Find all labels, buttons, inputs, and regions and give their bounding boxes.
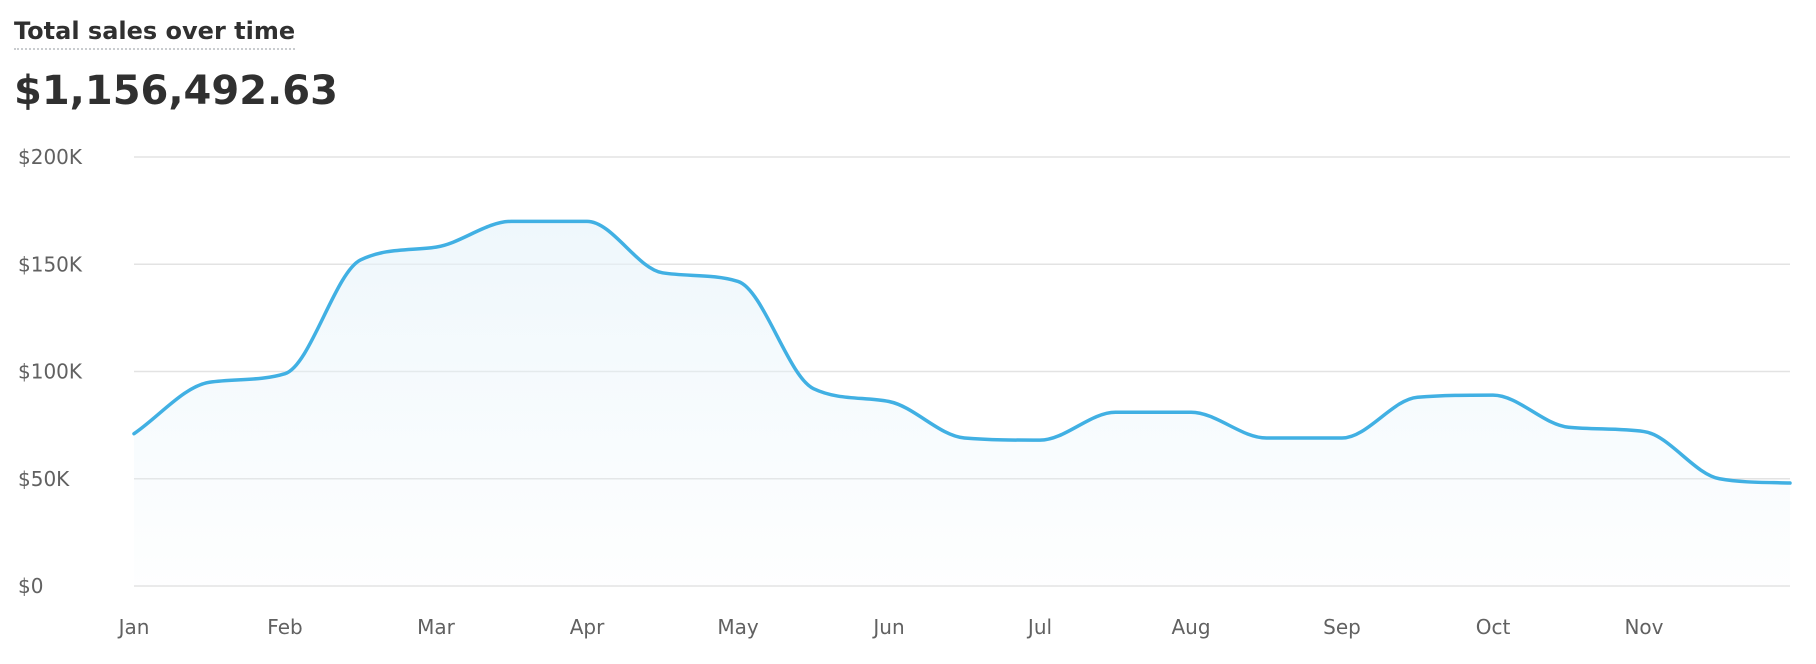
sales-area-fill bbox=[134, 221, 1790, 586]
y-tick-label: $200K bbox=[18, 145, 83, 169]
chart-title[interactable]: Total sales over time bbox=[14, 16, 296, 50]
x-axis-labels: Jan Feb Mar Apr May Jun Jul Aug Sep Oct Nov bbox=[117, 615, 1664, 639]
x-tick-label: Jan bbox=[117, 615, 150, 639]
x-tick-label: May bbox=[717, 615, 759, 639]
y-tick-label: $150K bbox=[18, 252, 83, 276]
y-tick-label: $0 bbox=[18, 574, 43, 598]
x-tick-label: Nov bbox=[1624, 615, 1663, 639]
sales-line-series[interactable] bbox=[132, 219, 1792, 485]
x-tick-label: Apr bbox=[570, 615, 605, 639]
x-tick-label: Sep bbox=[1323, 615, 1361, 639]
y-axis-labels: $0 $50K $100K $150K $200K bbox=[18, 145, 83, 598]
y-tick-label: $50K bbox=[18, 467, 70, 491]
x-tick-label: Oct bbox=[1476, 615, 1511, 639]
x-tick-label: Jun bbox=[871, 615, 904, 639]
x-tick-label: Jul bbox=[1026, 615, 1052, 639]
total-sales-value: $1,156,492.63 bbox=[14, 68, 338, 114]
x-tick-label: Aug bbox=[1171, 615, 1210, 639]
x-tick-label: Feb bbox=[267, 615, 302, 639]
x-tick-label: Mar bbox=[417, 615, 456, 639]
y-tick-label: $100K bbox=[18, 360, 83, 384]
